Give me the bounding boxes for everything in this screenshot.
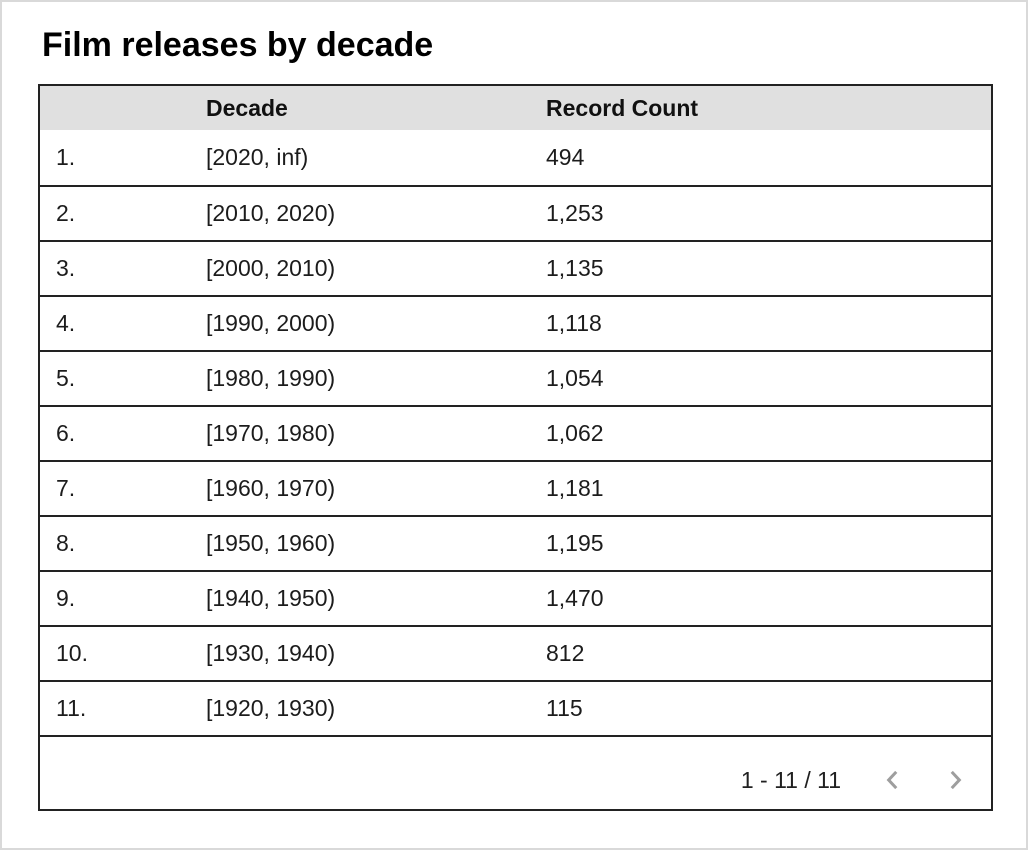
table-row: 2. [2010, 2020) 1,253 [40,185,991,240]
row-count: 115 [546,695,583,721]
row-index: 2. [56,200,76,226]
row-count: 494 [546,144,585,170]
table-row: 3. [2000, 2010) 1,135 [40,240,991,295]
film-releases-table: Decade Record Count 1. [2020, inf) 494 2… [38,84,993,811]
row-count: 1,470 [546,585,604,611]
row-index: 7. [56,475,76,501]
table-row: 9. [1940, 1950) 1,470 [40,570,991,625]
table-footer: 1 - 11 / 11 [40,735,991,809]
prev-page-button[interactable] [869,756,917,804]
row-decade: [2010, 2020) [206,200,336,226]
row-index: 1. [56,144,76,170]
table-row: 5. [1980, 1990) 1,054 [40,350,991,405]
row-decade: [1950, 1960) [206,530,336,556]
table-row: 4. [1990, 2000) 1,118 [40,295,991,350]
table-row: 11. [1920, 1930) 115 [40,680,991,735]
header-decade[interactable]: Decade [206,94,288,121]
row-decade: [1960, 1970) [206,475,336,501]
row-count: 1,118 [546,310,602,336]
row-decade: [1990, 2000) [206,310,336,336]
page-title: Film releases by decade [42,26,434,64]
table-row: 8. [1950, 1960) 1,195 [40,515,991,570]
row-decade: [2000, 2010) [206,255,336,281]
row-count: 1,062 [546,420,604,446]
row-index: 3. [56,255,76,281]
row-count: 812 [546,640,585,666]
row-count: 1,195 [546,530,604,556]
table-row: 1. [2020, inf) 494 [40,130,991,185]
row-decade: [1920, 1930) [206,695,336,721]
chevron-left-icon [880,767,906,793]
row-decade: [2020, inf) [206,144,309,170]
table-header-row: Decade Record Count [40,86,991,130]
row-count: 1,054 [546,365,604,391]
row-index: 8. [56,530,76,556]
row-decade: [1930, 1940) [206,640,336,666]
table-row: 6. [1970, 1980) 1,062 [40,405,991,460]
row-decade: [1970, 1980) [206,420,336,446]
row-index: 5. [56,365,76,391]
next-page-button[interactable] [931,756,979,804]
row-index: 11. [56,695,87,721]
pagination-range-label: 1 - 11 / 11 [740,766,841,793]
row-index: 10. [56,640,88,666]
row-index: 4. [56,310,76,336]
row-count: 1,181 [546,475,604,501]
chevron-right-icon [942,767,968,793]
row-index: 6. [56,420,76,446]
table-row: 7. [1960, 1970) 1,181 [40,460,991,515]
row-decade: [1980, 1990) [206,365,336,391]
row-count: 1,135 [546,255,604,281]
table-row: 10. [1930, 1940) 812 [40,625,991,680]
header-record-count[interactable]: Record Count [546,94,699,121]
table-body: 1. [2020, inf) 494 2. [2010, 2020) 1,253… [40,130,991,735]
row-decade: [1940, 1950) [206,585,336,611]
row-count: 1,253 [546,200,604,226]
row-index: 9. [56,585,76,611]
